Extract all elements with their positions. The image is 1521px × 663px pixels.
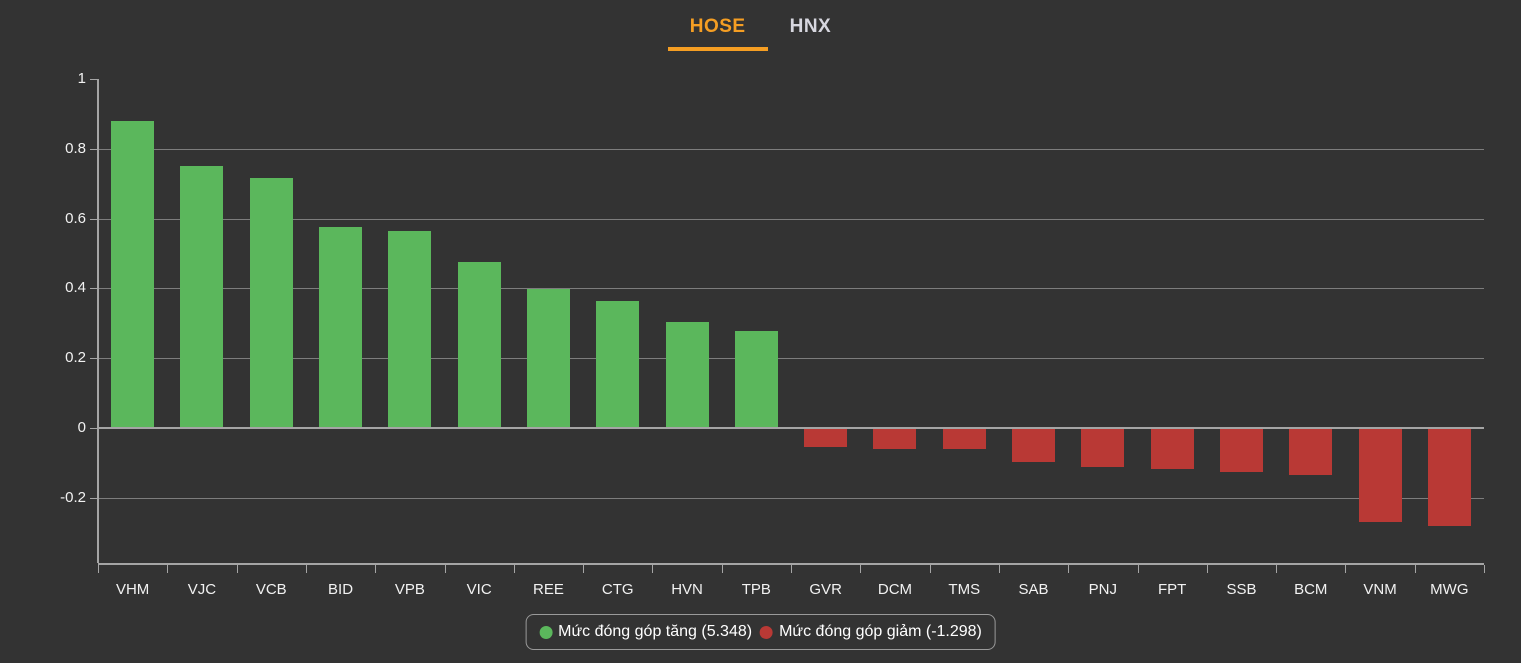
bar-VPB[interactable] [388,230,432,428]
x-label-BID: BID [328,581,354,598]
x-label-VJC: VJC [187,581,217,598]
x-label-BCM: BCM [1294,581,1328,598]
y-tick-0.8 [90,148,98,150]
y-gridline-0.6 [98,218,1484,220]
x-label-MWG: MWG [1430,581,1469,598]
y-tick-0 [90,428,98,429]
x-tick-4 [375,565,377,573]
bar-BCM[interactable] [1289,428,1333,476]
y-axis-label-0.6: 0.6 [65,209,86,227]
x-tick-13 [998,565,1000,573]
legend-down-label: Mức đóng góp giảm (-1.298) [779,623,982,640]
x-label-TPB: TPB [741,581,771,598]
x-tick-15 [1137,565,1139,573]
x-tick-16 [1206,565,1208,573]
bar-SAB[interactable] [1012,428,1056,463]
x-tick-8 [652,565,654,573]
y-axis-line [97,79,99,563]
bar-VJC[interactable] [180,166,224,428]
x-label-VCB: VCB [255,581,287,598]
x-tick-19 [1414,565,1416,573]
x-tick-17 [1276,565,1278,573]
tab-hose[interactable]: HOSE [667,0,768,51]
x-label-REE: REE [533,581,564,598]
y-gridline-0.4 [98,288,1484,290]
x-tick-6 [513,565,515,573]
x-tick-3 [305,565,307,573]
x-label-VNM: VNM [1363,581,1397,598]
bar-SSB[interactable] [1219,428,1263,472]
y-tick--0.2 [90,497,98,499]
y-tick-1 [90,79,98,80]
bar-CTG[interactable] [596,300,640,428]
x-label-SSB: SSB [1226,581,1257,598]
bar-VIC[interactable] [457,261,501,428]
y-gridline-0.8 [98,148,1484,150]
bar-VCB[interactable] [249,178,293,428]
x-label-SAB: SAB [1018,581,1049,598]
x-label-FPT: FPT [1157,581,1187,598]
x-axis-line [98,563,1484,565]
x-label-GVR: GVR [809,581,842,598]
bar-FPT[interactable] [1150,428,1194,470]
bar-HVN[interactable] [665,321,709,428]
y-axis-label--0.2: -0.2 [60,488,86,506]
x-tick-1 [167,565,169,573]
y-tick-0.2 [90,358,98,360]
x-tick-20 [1484,565,1485,573]
y-gridline-0.2 [98,358,1484,360]
tab-hnx[interactable]: HNX [789,16,832,37]
zero-line [98,427,1484,429]
y-axis-label-0.8: 0.8 [65,139,86,157]
y-axis-label-0: 0 [77,419,86,436]
x-tick-14 [1068,565,1070,573]
y-axis-label-0.4: 0.4 [65,279,86,297]
x-label-PNJ: PNJ [1088,581,1117,598]
x-label-TMS: TMS [948,581,981,598]
y-axis-label-0.2: 0.2 [65,349,86,367]
x-label-VHM: VHM [115,581,150,598]
x-tick-7 [583,565,585,573]
bar-PNJ[interactable] [1081,428,1125,468]
bar-DCM[interactable] [873,428,917,449]
bar-GVR[interactable] [804,428,848,447]
y-tick-0.4 [90,288,98,290]
bar-TPB[interactable] [734,330,778,428]
x-label-HVN: HVN [671,581,703,598]
exchange-tabs: HOSE HNX [0,0,1521,51]
x-label-CTG: CTG [601,581,634,598]
x-tick-11 [860,565,862,573]
bar-MWG[interactable] [1427,428,1471,527]
legend-item-up[interactable]: Mức đóng góp tăng (5.348) [539,623,752,641]
legend-up-dot-icon [539,625,553,639]
bar-VNM[interactable] [1358,428,1402,523]
x-tick-5 [444,565,446,573]
chart-legend: Mức đóng góp tăng (5.348) Mức đóng góp g… [525,614,996,650]
legend-down-dot-icon [760,625,774,639]
x-tick-9 [721,565,723,573]
bar-VHM[interactable] [111,120,155,428]
x-tick-12 [929,565,931,573]
y-gridline--0.2 [98,497,1484,499]
y-axis-label-1: 1 [77,70,86,87]
legend-item-down[interactable]: Mức đóng góp giảm (-1.298) [760,623,982,641]
x-label-DCM: DCM [877,581,913,598]
legend-up-label: Mức đóng góp tăng (5.348) [558,623,753,640]
x-label-VPB: VPB [394,581,425,598]
bar-BID[interactable] [319,227,363,428]
y-tick-0.6 [90,218,98,220]
x-tick-2 [236,565,238,573]
x-tick-10 [791,565,792,573]
x-tick-18 [1345,565,1347,573]
x-tick-0 [98,565,99,573]
bar-TMS[interactable] [942,428,986,449]
x-label-VIC: VIC [466,581,492,598]
bar-REE[interactable] [526,289,570,428]
